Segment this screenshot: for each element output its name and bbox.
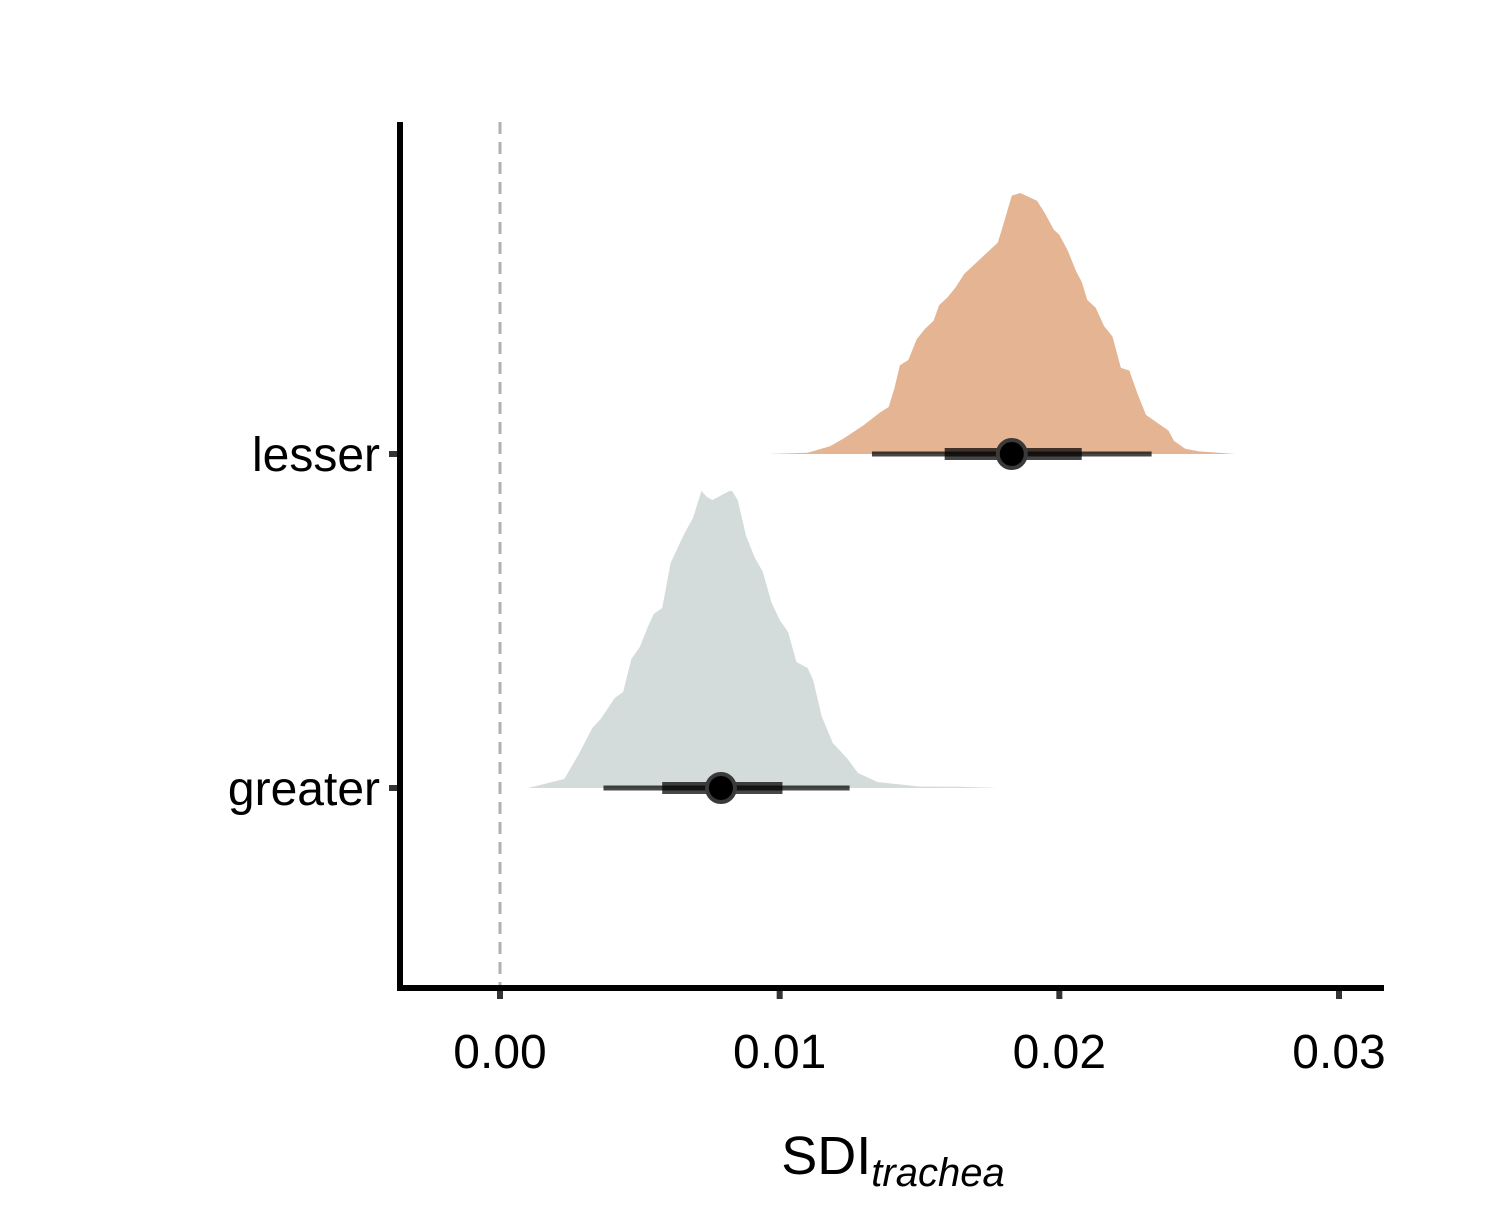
axes-layer <box>389 122 1384 999</box>
density-lesser <box>768 193 1236 454</box>
x-tick-label-3: 0.03 <box>1292 1026 1385 1079</box>
interval-layer <box>603 438 1152 804</box>
labels-layer: 0.00 0.01 0.02 0.03 greater lesser <box>228 429 1386 1079</box>
y-tick-label-greater: greater <box>228 763 380 816</box>
point-estimate-lesser <box>995 438 1028 470</box>
y-tick-label-lesser: lesser <box>252 429 380 482</box>
x-axis-title: SDItrachea <box>781 1126 1004 1195</box>
x-tick-label-2: 0.02 <box>1013 1026 1106 1079</box>
x-tick-label-0: 0.00 <box>453 1026 546 1079</box>
point-estimate-greater <box>704 772 737 804</box>
x-axis-title-main: SDI <box>781 1126 871 1186</box>
x-tick-label-1: 0.01 <box>733 1026 826 1079</box>
x-axis-title-subscript: trachea <box>871 1151 1004 1195</box>
density-layer <box>528 193 1236 788</box>
density-greater <box>528 491 998 788</box>
